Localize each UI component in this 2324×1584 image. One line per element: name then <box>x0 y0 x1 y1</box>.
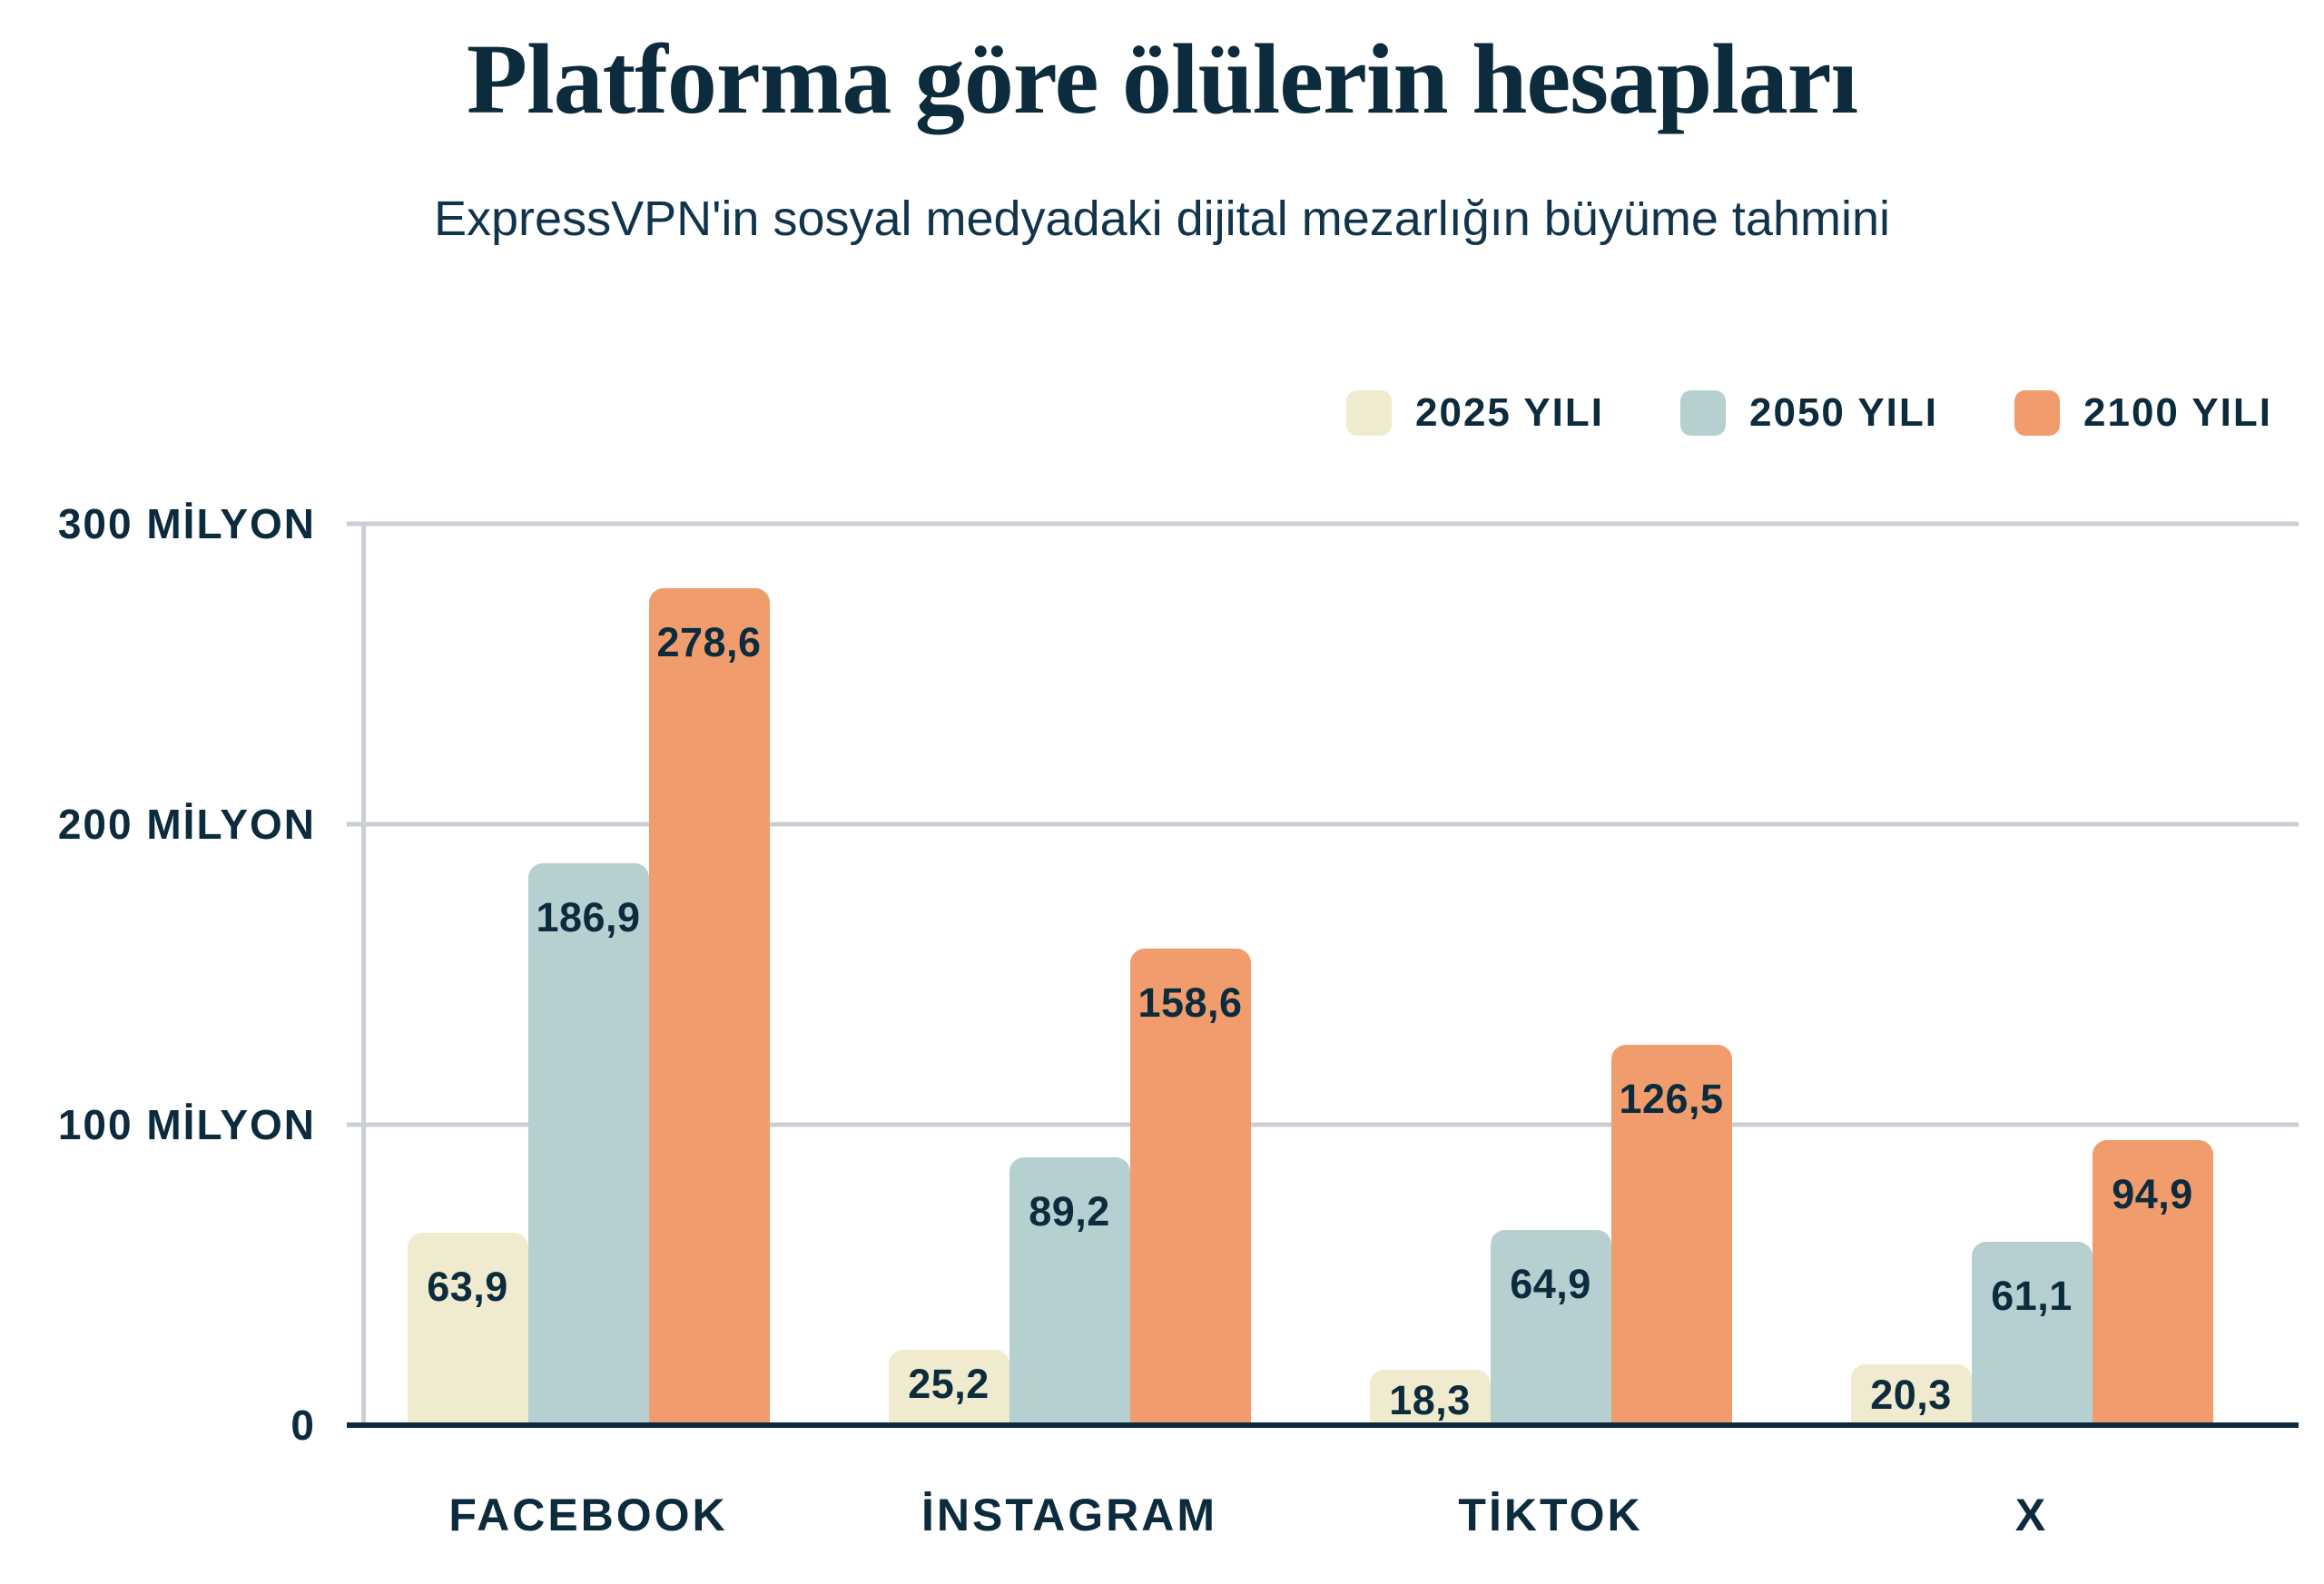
legend-item-label: 2050 YILI <box>1749 390 1938 435</box>
bar: 278,6 <box>648 587 770 1425</box>
bar-value-label: 158,6 <box>1137 979 1243 1027</box>
chart-subtitle: ExpressVPN'in sosyal medyadaki dijital m… <box>434 192 1890 246</box>
bar-value-label: 18,3 <box>1389 1377 1471 1424</box>
bar-value-label: 186,9 <box>536 894 641 941</box>
legend-swatch-icon <box>1680 390 1726 436</box>
bar-value-label: 61,1 <box>1991 1272 2073 1319</box>
legend-item: 2025 YILI <box>1346 390 1604 436</box>
gridline <box>347 822 2299 827</box>
y-axis-tick-label: 0 <box>290 1402 316 1449</box>
legend-item-label: 2025 YILI <box>1415 390 1604 435</box>
x-axis-category-label: X <box>2014 1490 2049 1540</box>
bar: 20,3 <box>1850 1363 1972 1425</box>
bar-value-label: 20,3 <box>1870 1371 1952 1418</box>
bar: 25,2 <box>888 1349 1009 1425</box>
bar: 64,9 <box>1490 1230 1611 1425</box>
gridline <box>347 521 2299 526</box>
x-axis-category-label: İNSTAGRAM <box>921 1490 1218 1540</box>
bar: 61,1 <box>1971 1241 2093 1425</box>
bar: 18,3 <box>1369 1370 1491 1425</box>
x-axis-category-label: TİKTOK <box>1458 1490 1643 1540</box>
bar-value-label: 278,6 <box>656 618 762 665</box>
bar: 89,2 <box>1009 1156 1130 1425</box>
x-axis-category-label: FACEBOOK <box>448 1490 728 1540</box>
bar-value-label: 126,5 <box>1619 1076 1724 1123</box>
legend-item: 2050 YILI <box>1680 390 1938 436</box>
gridline <box>347 1122 2299 1127</box>
legend-swatch-icon <box>1346 390 1392 436</box>
legend-item-label: 2100 YILI <box>2083 390 2272 435</box>
y-axis-tick-label: 100 MİLYON <box>57 1101 316 1148</box>
chart-title: Platforma göre ölülerin hesapları <box>466 24 1858 134</box>
x-axis-baseline <box>347 1422 2299 1428</box>
bar: 158,6 <box>1129 949 1251 1425</box>
y-axis-line <box>361 524 366 1428</box>
bar-value-label: 89,2 <box>1029 1187 1110 1235</box>
bar-value-label: 94,9 <box>2112 1170 2193 1217</box>
bar: 186,9 <box>527 863 649 1425</box>
bar: 63,9 <box>407 1233 528 1425</box>
bar-value-label: 64,9 <box>1510 1261 1591 1308</box>
legend-item: 2100 YILI <box>2014 390 2272 436</box>
legend-swatch-icon <box>2014 390 2060 436</box>
bar-value-label: 25,2 <box>908 1361 990 1408</box>
bar: 126,5 <box>1610 1045 1732 1425</box>
y-axis-tick-label: 300 MİLYON <box>57 500 316 547</box>
bar-value-label: 63,9 <box>427 1264 508 1311</box>
legend: 2025 YILI 2050 YILI 2100 YILI <box>1346 390 2272 436</box>
bar: 94,9 <box>2092 1139 2213 1425</box>
y-axis-tick-label: 200 MİLYON <box>57 801 316 848</box>
